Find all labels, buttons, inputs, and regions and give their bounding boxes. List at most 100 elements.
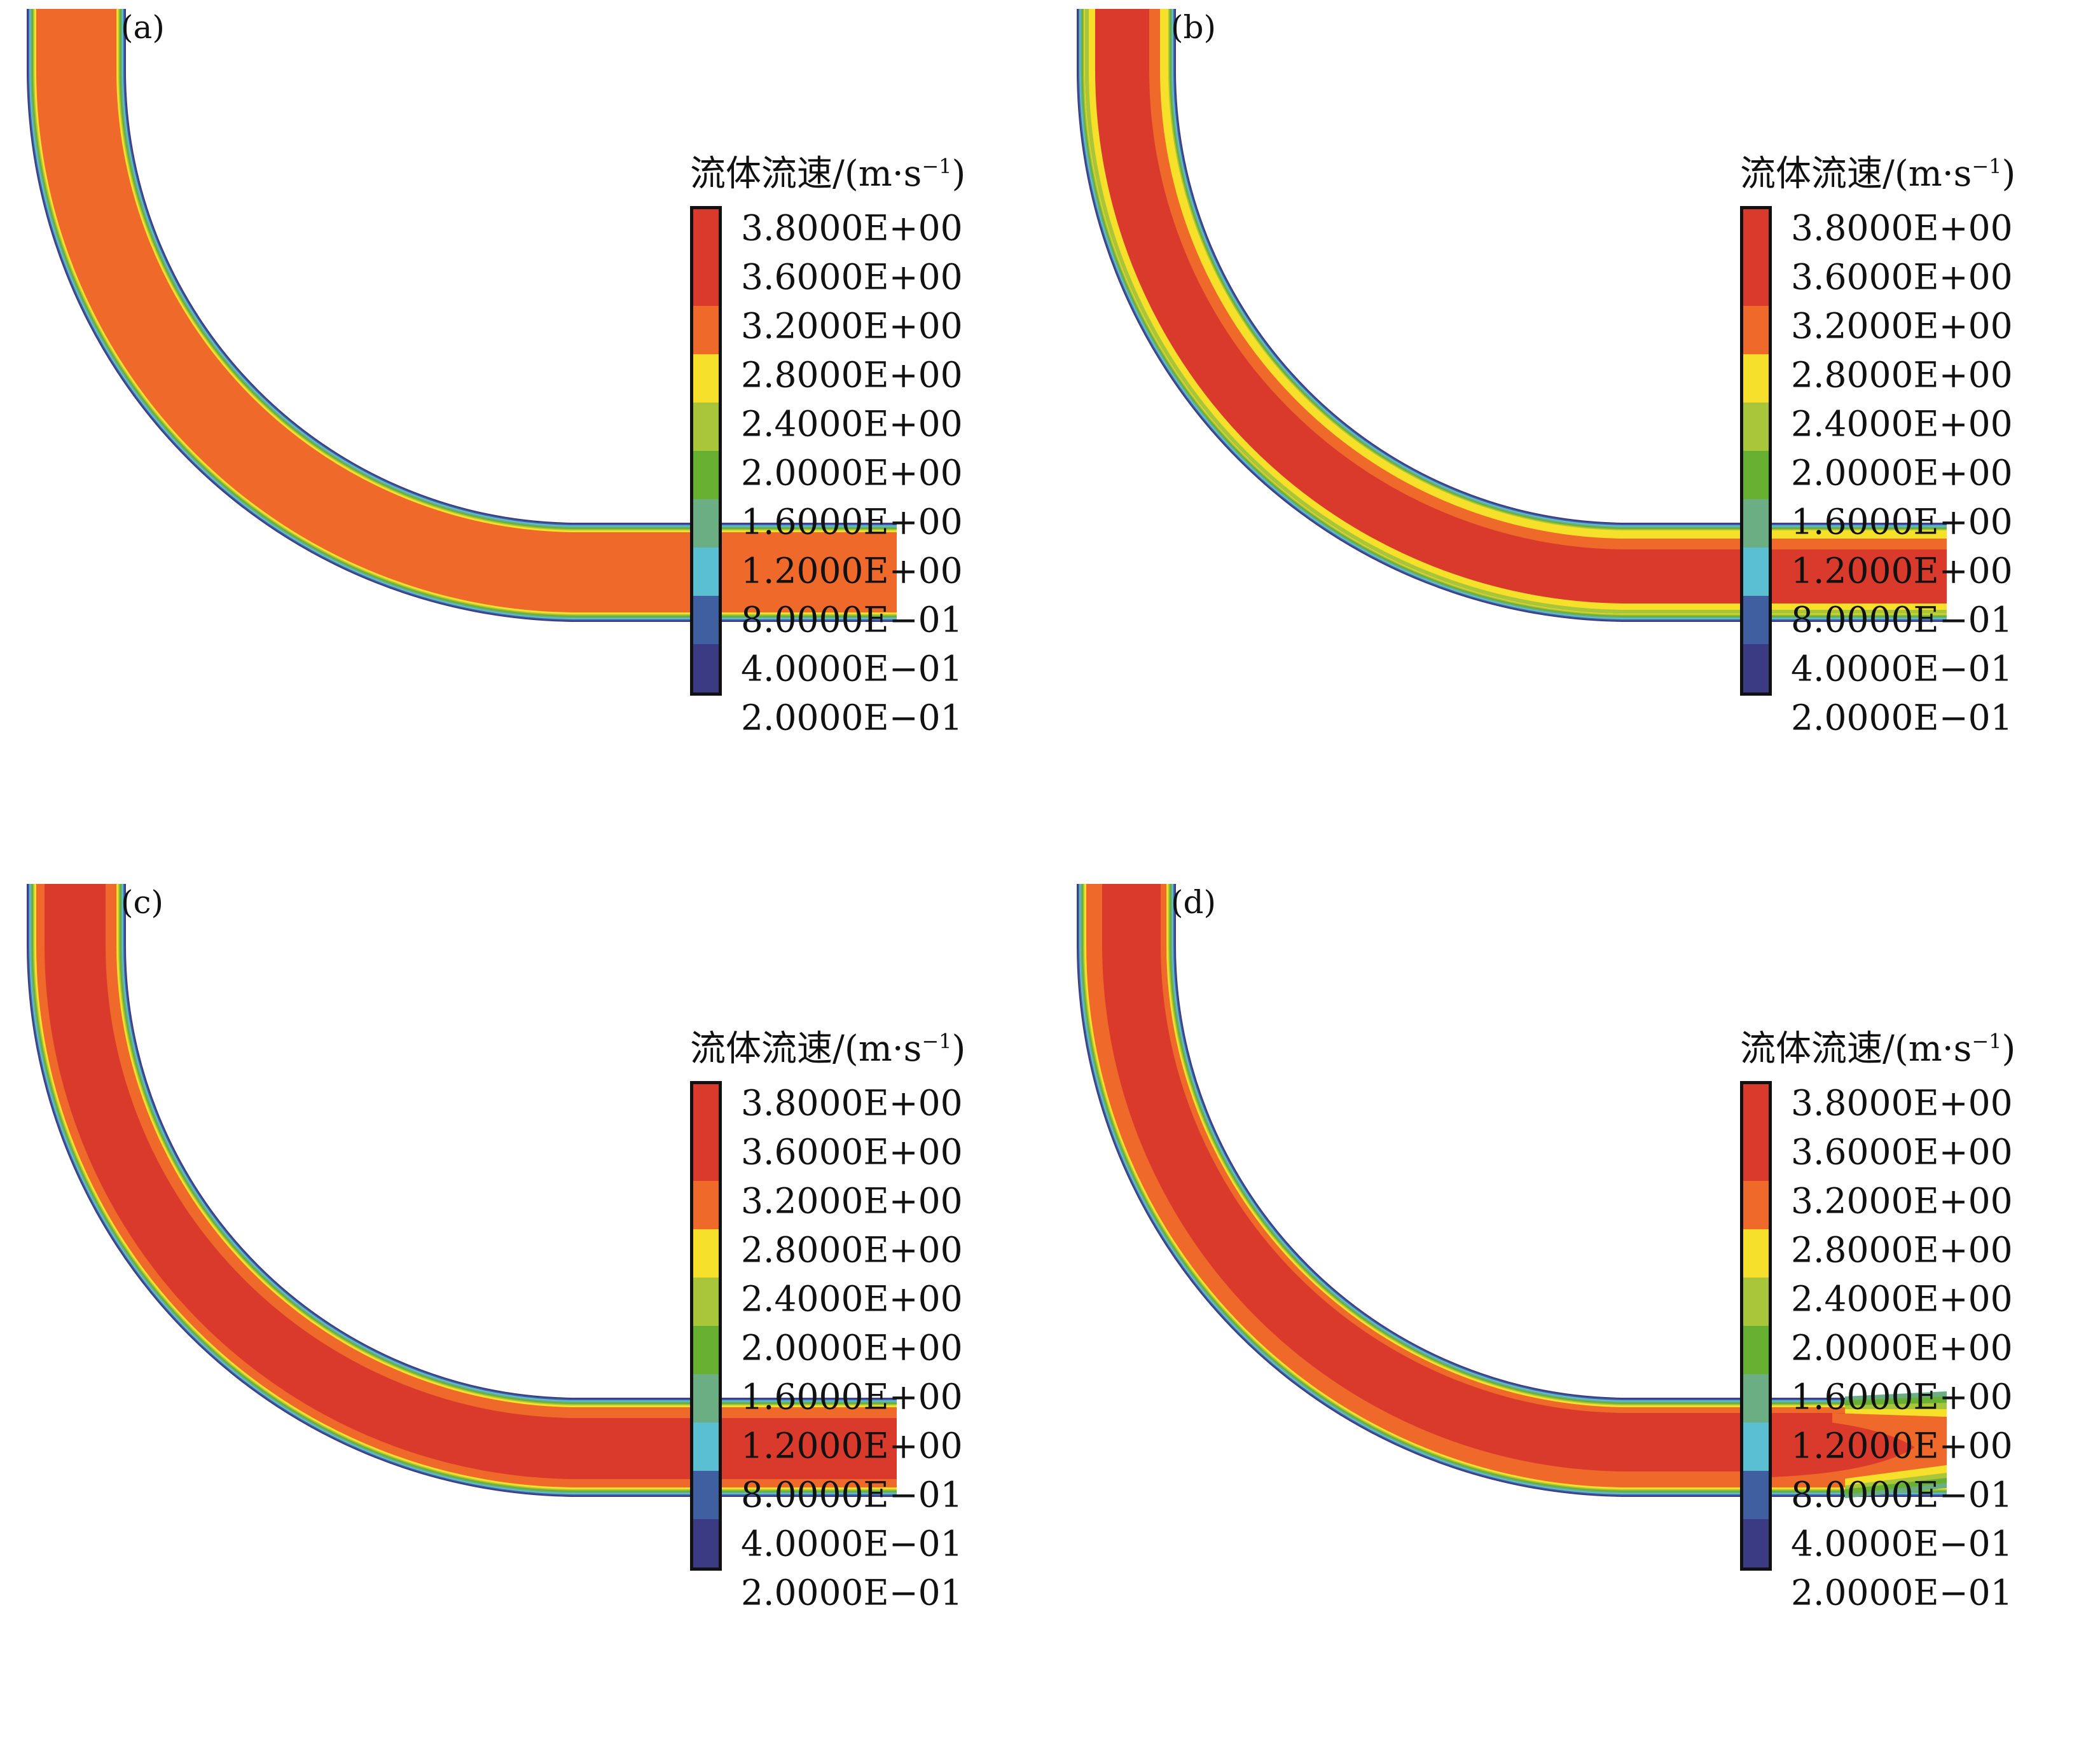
legend-swatch — [1743, 306, 1769, 354]
legend-title-close: ) — [2001, 1028, 2016, 1070]
legend-tick-label: 4.0000E−01 — [741, 1523, 963, 1564]
legend-tick-label: 2.8000E+00 — [741, 1229, 963, 1271]
legend-tick-label: 4.0000E−01 — [1791, 1523, 2013, 1564]
legend-swatch — [693, 1278, 719, 1326]
velocity-band — [1091, 9, 1947, 608]
legend-swatch — [693, 258, 719, 306]
legend-title-close: ) — [951, 1028, 966, 1070]
velocity-contour-a — [27, 9, 897, 622]
legend-swatch — [693, 1374, 719, 1423]
legend-swatch — [693, 403, 719, 451]
legend-tick-label: 3.6000E+00 — [741, 1131, 963, 1173]
legend-swatch — [1743, 499, 1769, 548]
legend-swatch — [1743, 1278, 1769, 1326]
legend-swatch — [693, 644, 719, 692]
legend-swatch — [1743, 1133, 1769, 1181]
legend-tick-label: 1.6000E+00 — [1791, 1376, 2013, 1417]
legend-swatch — [1743, 403, 1769, 451]
legend-tick-label: 3.8000E+00 — [741, 207, 963, 249]
legend-swatch — [693, 1229, 719, 1278]
panel-d: (d) 流体流速/(m·s−1) 3.8000E+00 3.6000E+00 3.20… — [1050, 875, 2100, 1750]
legend-title-exponent: −1 — [922, 1029, 952, 1054]
outlet-band — [1750, 1417, 1915, 1478]
legend-swatch — [693, 1423, 719, 1471]
legend-tick-label: 2.4000E+00 — [741, 403, 963, 444]
legend-tick-label: 8.0000E−01 — [1791, 599, 2013, 640]
legend-tick-label: 2.0000E+00 — [1791, 1327, 2013, 1368]
legend-tick-label: 2.0000E−01 — [1791, 697, 2013, 738]
legend-tick-label: 2.8000E+00 — [741, 354, 963, 396]
legend-tick-label: 1.6000E+00 — [741, 501, 963, 542]
legend-tick-label: 2.4000E+00 — [1791, 403, 2013, 444]
legend-title: 流体流速/(m·s−1) — [1740, 1020, 2015, 1071]
legend-tick-label: 2.0000E−01 — [741, 1572, 963, 1613]
legend-title-exponent: −1 — [1972, 154, 2002, 179]
legend-tick-label: 8.0000E−01 — [741, 599, 963, 640]
legend-colorbar — [1740, 1081, 1772, 1571]
legend-swatch — [1743, 1181, 1769, 1229]
legend-swatch — [693, 499, 719, 548]
legend-swatch — [693, 1471, 719, 1519]
legend-tick-label: 1.2000E+00 — [1791, 550, 2013, 591]
legend-swatch — [693, 451, 719, 499]
legend-swatch — [693, 306, 719, 354]
legend-swatch — [693, 548, 719, 596]
legend-swatch — [693, 1181, 719, 1229]
legend-title-text: 流体流速/(m·s — [1740, 1028, 1972, 1070]
legend-tick-label: 2.4000E+00 — [1791, 1278, 2013, 1319]
legend-tick-label: 3.6000E+00 — [1791, 1131, 2013, 1173]
legend-swatch — [1743, 1471, 1769, 1519]
legend-swatch — [693, 354, 719, 403]
legend-swatch — [1743, 644, 1769, 692]
legend-tick-label: 1.6000E+00 — [741, 1376, 963, 1417]
panel-b: (b) 流体流速/(m·s−1) 3.8000E+00 3.6000E+00 3.20… — [1050, 0, 2100, 875]
legend-swatch — [693, 209, 719, 258]
legend-tick-label: 3.2000E+00 — [1791, 305, 2013, 347]
legend-tick-label: 2.8000E+00 — [1791, 354, 2013, 396]
legend-tick-label: 3.2000E+00 — [741, 305, 963, 347]
legend-tick-label: 1.2000E+00 — [1791, 1425, 2013, 1466]
legend-tick-label: 2.0000E+00 — [741, 1327, 963, 1368]
legend-swatch — [1743, 548, 1769, 596]
legend-swatch — [693, 596, 719, 644]
legend-swatch — [693, 1519, 719, 1567]
legend-title-text: 流体流速/(m·s — [690, 1028, 922, 1070]
panel-a: (a) 流体流速/(m·s−1) 3.8000E+00 3.6000E+00 3.20… — [0, 0, 1050, 875]
legend-tick-label: 3.6000E+00 — [741, 256, 963, 298]
legend-swatch — [693, 1084, 719, 1133]
panel-label-d: (d) — [1171, 884, 1217, 921]
panel-label-b: (b) — [1171, 9, 1217, 46]
legend-tick-label: 3.8000E+00 — [741, 1082, 963, 1124]
legend-colorbar — [1740, 206, 1772, 696]
velocity-contour-d — [1077, 884, 1947, 1498]
legend-tick-label: 3.2000E+00 — [741, 1180, 963, 1222]
legend-tick-label: 3.6000E+00 — [1791, 256, 2013, 298]
legend-tick-label: 1.6000E+00 — [1791, 501, 2013, 542]
legend-swatch — [1743, 596, 1769, 644]
legend-tick-label: 3.8000E+00 — [1791, 1082, 2013, 1124]
legend-title-close: ) — [2001, 153, 2016, 195]
panel-label-c: (c) — [121, 884, 164, 921]
legend-swatch — [1743, 209, 1769, 258]
legend-tick-label: 3.2000E+00 — [1791, 1180, 2013, 1222]
legend-title-text: 流体流速/(m·s — [690, 153, 922, 195]
legend-tick-label: 2.0000E+00 — [1791, 452, 2013, 493]
legend-tick-label: 2.8000E+00 — [1791, 1229, 2013, 1271]
velocity-band — [45, 884, 897, 1479]
velocity-band — [37, 9, 897, 612]
legend-tick-label: 2.0000E−01 — [741, 697, 963, 738]
legend-title: 流体流速/(m·s−1) — [690, 145, 965, 196]
velocity-band — [1085, 9, 1947, 614]
legend-tick-label: 8.0000E−01 — [741, 1474, 963, 1515]
velocity-contour-c — [27, 884, 897, 1497]
legend-colorbar — [690, 206, 722, 696]
legend-colorbar — [690, 1081, 722, 1571]
legend-swatch — [1743, 451, 1769, 499]
velocity-band — [1102, 884, 1947, 1471]
legend-swatch — [1743, 1326, 1769, 1374]
legend-title-exponent: −1 — [1972, 1029, 2002, 1054]
legend-swatch — [1743, 1229, 1769, 1278]
legend-title-close: ) — [951, 153, 966, 195]
legend-tick-label: 2.0000E+00 — [741, 452, 963, 493]
legend-swatch — [693, 1133, 719, 1181]
